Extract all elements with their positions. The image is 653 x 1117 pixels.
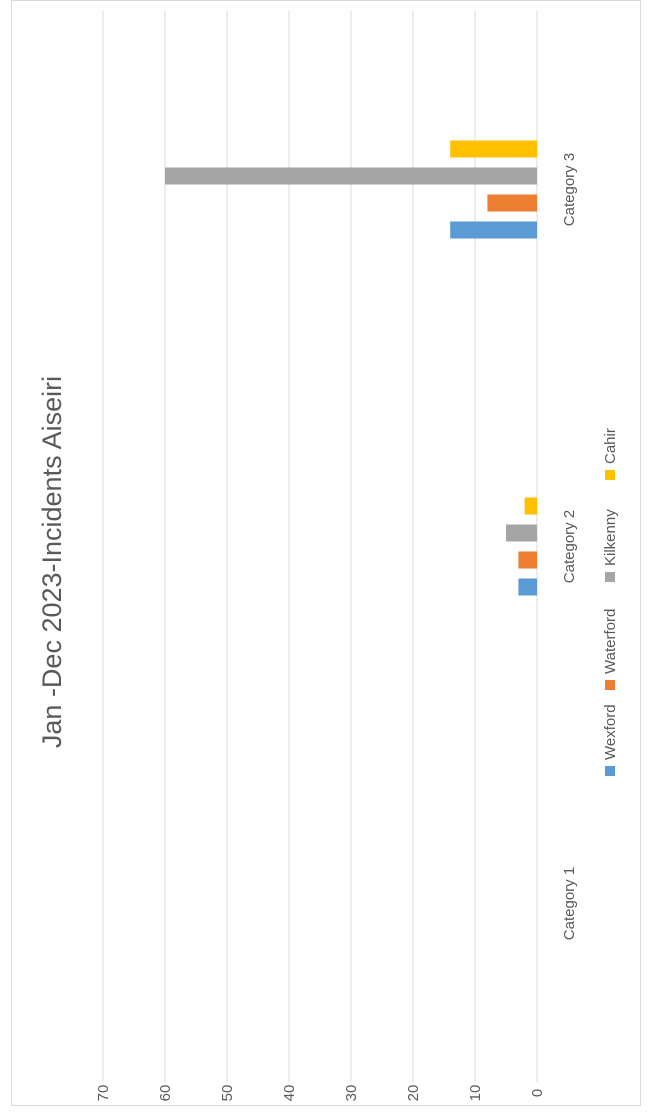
y-tick-label: 10 bbox=[467, 1085, 484, 1102]
bar-wexford-category-3 bbox=[450, 221, 538, 239]
category-label: Category 1 bbox=[561, 867, 578, 940]
y-tick-label: 30 bbox=[343, 1085, 360, 1102]
legend: Wexford Waterford Kilkenny Cahir bbox=[602, 428, 619, 776]
bar-waterford-category-3 bbox=[487, 194, 537, 212]
y-tick-label: 0 bbox=[529, 1089, 546, 1097]
legend-label: Waterford bbox=[602, 609, 619, 674]
legend-label: Kilkenny bbox=[602, 509, 619, 566]
bar-cahir-category-2 bbox=[524, 497, 537, 515]
legend-swatch bbox=[605, 766, 615, 776]
y-tick-labels: 0 10 20 30 40 50 60 70 bbox=[95, 1085, 546, 1102]
legend-label: Cahir bbox=[602, 428, 619, 464]
chart-frame bbox=[11, 0, 641, 1106]
legend-label: Wexford bbox=[602, 704, 619, 760]
bar-wexford-category-2 bbox=[518, 578, 538, 596]
gridlines bbox=[102, 11, 538, 1082]
legend-item: Wexford bbox=[602, 704, 619, 776]
y-tick-label: 20 bbox=[405, 1085, 422, 1102]
bars bbox=[165, 140, 538, 596]
legend-swatch bbox=[605, 470, 615, 480]
legend-item: Waterford bbox=[602, 609, 619, 690]
legend-swatch bbox=[605, 680, 615, 690]
legend-item: Cahir bbox=[602, 428, 619, 480]
bar-waterford-category-2 bbox=[518, 551, 538, 569]
bar-kilkenny-category-2 bbox=[506, 524, 537, 542]
category-labels: Category 1 Category 2 Category 3 bbox=[561, 153, 578, 940]
chart-title: Jan -Dec 2023-Incidents Aiseiri bbox=[37, 376, 67, 748]
legend-item: Kilkenny bbox=[602, 509, 619, 582]
y-tick-label: 50 bbox=[219, 1085, 236, 1102]
category-label: Category 2 bbox=[561, 510, 578, 583]
legend-swatch bbox=[605, 572, 615, 582]
bar-kilkenny-category-3 bbox=[165, 167, 537, 185]
bar-cahir-category-3 bbox=[450, 140, 538, 158]
y-tick-label: 70 bbox=[95, 1085, 112, 1102]
y-tick-label: 40 bbox=[281, 1085, 298, 1102]
y-tick-label: 60 bbox=[157, 1085, 174, 1102]
category-label: Category 3 bbox=[561, 153, 578, 226]
